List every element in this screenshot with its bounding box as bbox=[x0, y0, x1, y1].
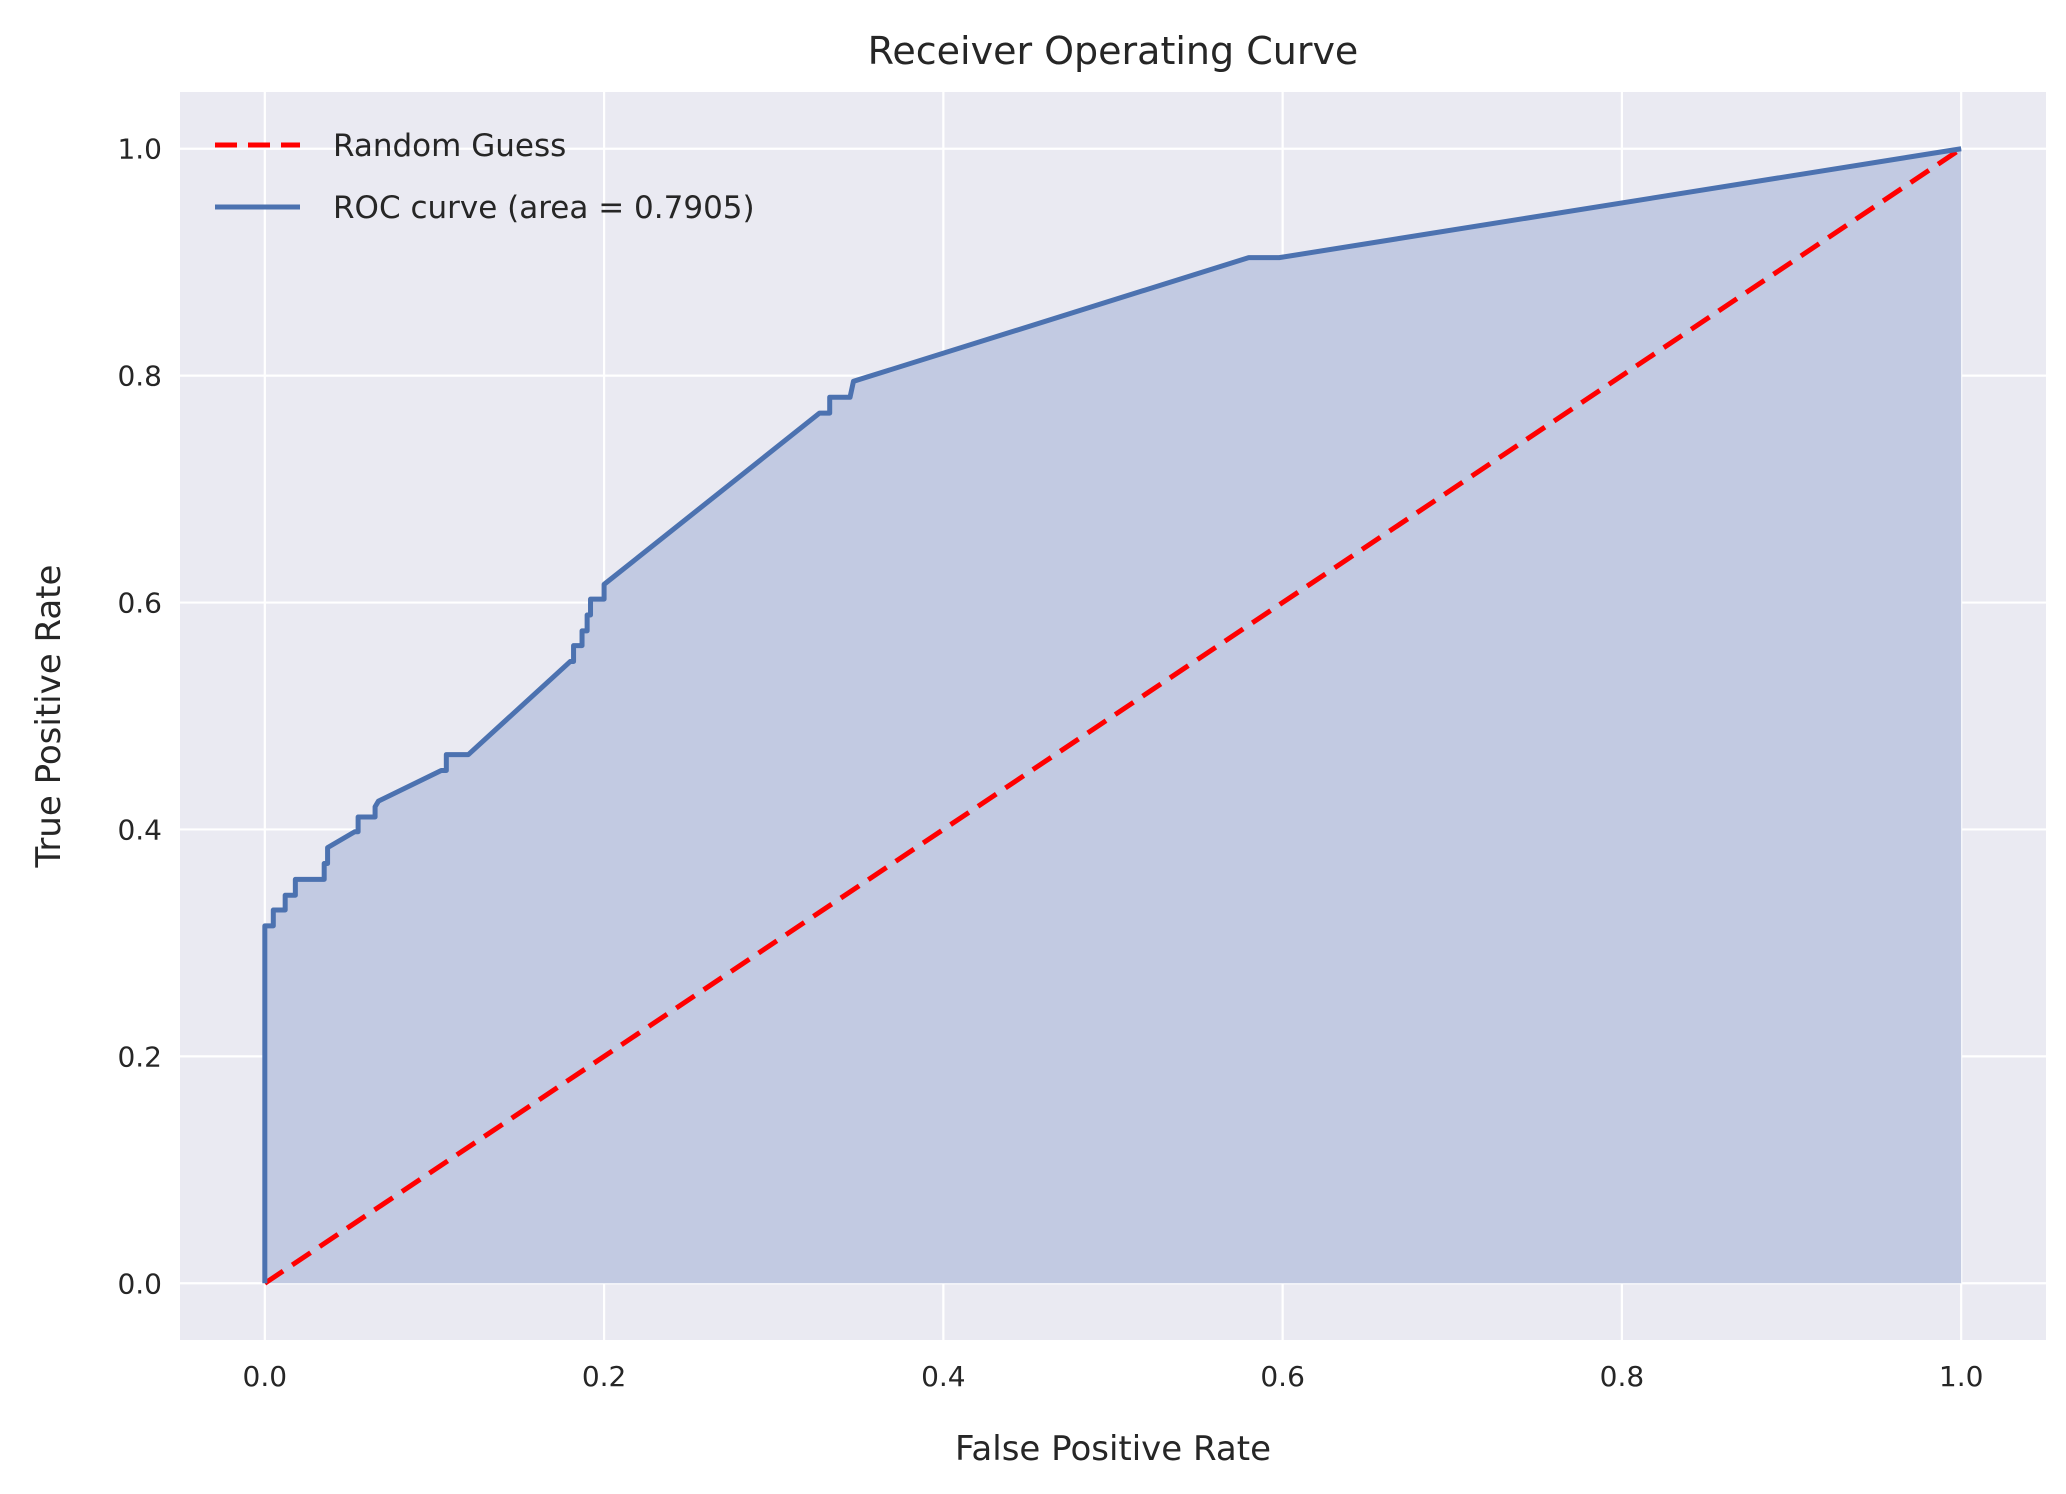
chart-title: Receiver Operating Curve bbox=[868, 29, 1359, 73]
legend-label-random-guess: Random Guess bbox=[333, 128, 566, 164]
y-tick-label: 0.4 bbox=[117, 813, 162, 846]
x-tick-label: 0.4 bbox=[921, 1360, 966, 1393]
x-tick-label: 0.6 bbox=[1260, 1360, 1305, 1393]
y-tick-label: 0.6 bbox=[117, 587, 162, 620]
x-tick-label: 1.0 bbox=[1939, 1360, 1984, 1393]
roc-curve-line bbox=[262, 146, 1962, 1284]
legend-label-roc-curve: ROC curve (area = 0.7905) bbox=[333, 190, 755, 226]
x-axis-ticks: 0.0 0.2 0.4 0.6 0.8 1.0 bbox=[243, 1360, 1984, 1393]
x-tick-label: 0.2 bbox=[582, 1360, 627, 1393]
y-tick-label: 1.0 bbox=[117, 133, 162, 166]
series-layer bbox=[262, 146, 1963, 1286]
random-guess-line bbox=[263, 146, 1963, 1286]
y-tick-label: 0.8 bbox=[117, 360, 162, 393]
x-axis-label: False Positive Rate bbox=[955, 1429, 1271, 1469]
y-axis-ticks: 0.0 0.2 0.4 0.6 0.8 1.0 bbox=[117, 133, 162, 1301]
y-tick-label: 0.0 bbox=[117, 1267, 162, 1300]
x-tick-label: 0.8 bbox=[1600, 1360, 1645, 1393]
y-tick-label: 0.2 bbox=[117, 1040, 162, 1073]
legend: Random Guess ROC curve (area = 0.7905) bbox=[215, 128, 755, 226]
x-tick-label: 0.0 bbox=[243, 1360, 288, 1393]
y-axis-label: True Positive Rate bbox=[29, 565, 69, 869]
